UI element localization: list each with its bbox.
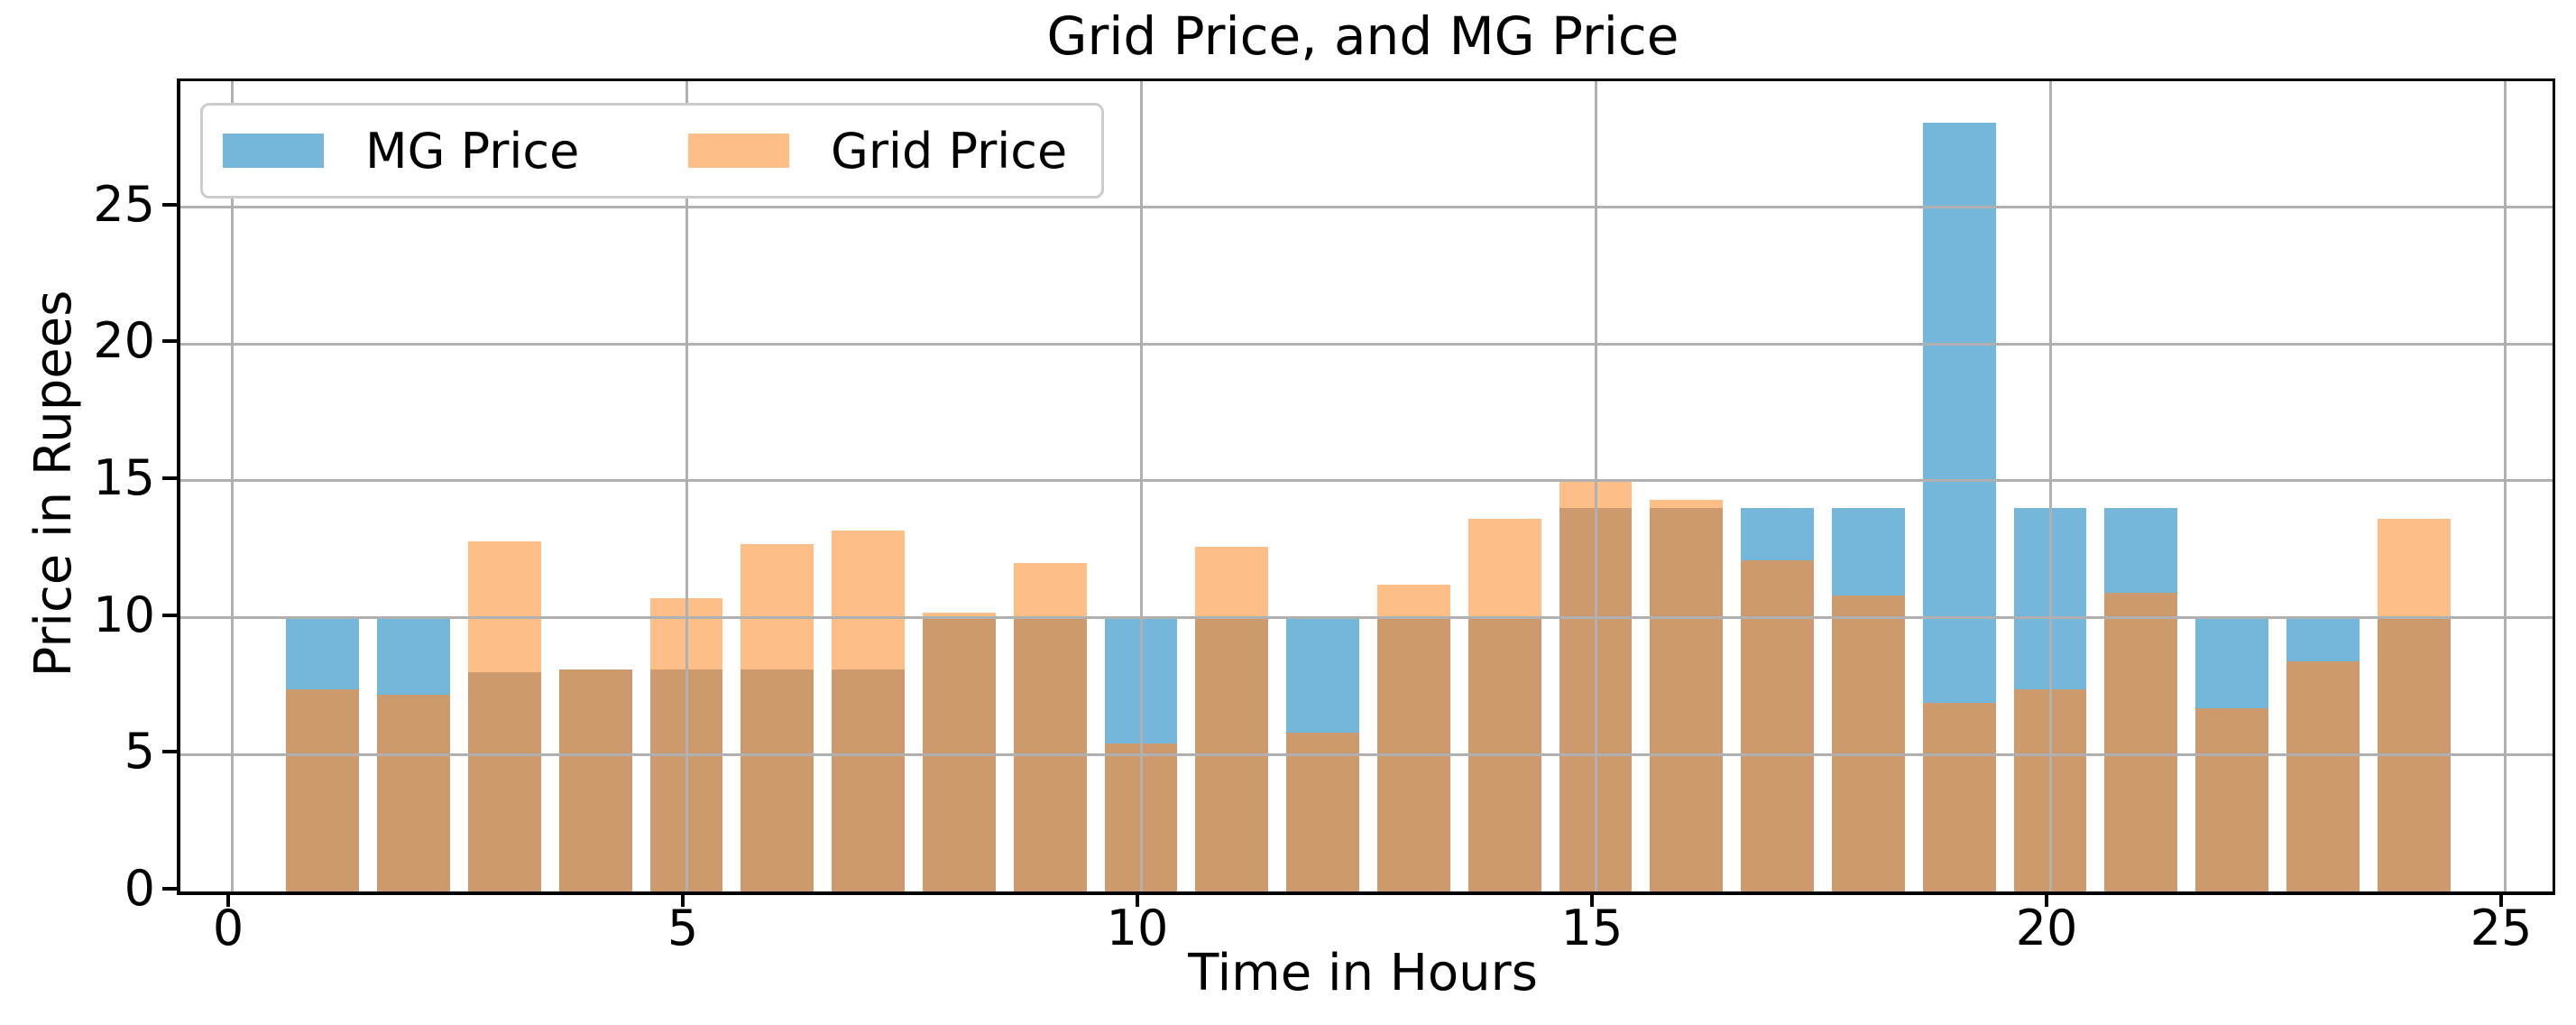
bar-grid-price-hour-8 [923,612,996,618]
grid-price-legend-label: Grid Price [831,122,1068,180]
x-tick-label-0: 0 [212,900,244,956]
x-axis-label: Time in Hours [1188,944,1538,1002]
bar-overlap-hour-4 [558,669,632,891]
h-gridline-15 [180,479,2553,483]
grid-price-swatch [688,134,789,168]
mg-price-swatch [223,134,324,168]
bar-overlap-hour-23 [2286,661,2360,891]
bar-mg-price-hour-23 [2286,617,2360,662]
bar-grid-price-hour-9 [1013,562,1087,618]
y-tick-label-15: 15 [93,448,155,506]
bar-overlap-hour-16 [1650,508,1724,891]
bar-overlap-hour-21 [2104,593,2178,891]
bar-mg-price-hour-2 [377,617,450,695]
y-tick-mark-10 [162,613,177,617]
h-gridline-10 [180,616,2553,620]
bar-grid-price-hour-11 [1195,546,1269,618]
bar-overlap-hour-2 [377,694,450,891]
x-tick-mark-15 [1590,892,1594,907]
x-tick-mark-20 [2045,892,2048,907]
bar-mg-price-hour-22 [2195,617,2268,708]
legend-item-grid-price: Grid Price [688,106,1067,196]
bar-grid-price-hour-14 [1467,519,1541,618]
gridlines-layer [180,81,2553,891]
chart-title: Grid Price, and MG Price [1046,5,1679,67]
bar-overlap-hour-3 [468,672,541,891]
y-tick-label-0: 0 [124,860,155,917]
y-tick-label-10: 10 [93,586,155,643]
y-tick-label-25: 25 [93,175,155,233]
y-tick-mark-5 [162,750,177,754]
bar-grid-price-hour-24 [2377,519,2451,618]
v-gridline-25 [2503,81,2507,891]
x-tick-mark-5 [681,892,685,907]
x-tick-label-15: 15 [1560,900,1624,956]
x-tick-mark-25 [2499,892,2503,907]
bar-grid-price-hour-16 [1650,500,1724,509]
bar-mg-price-hour-12 [1286,617,1359,734]
x-tick-label-5: 5 [667,900,699,956]
bar-overlap-hour-6 [741,669,814,891]
bar-grid-price-hour-3 [468,540,541,673]
bar-overlap-hour-17 [1741,559,1814,891]
legend-item-mg-price: MG Price [223,106,579,196]
h-gridline-5 [180,753,2553,756]
y-tick-mark-0 [162,887,177,891]
y-tick-mark-20 [162,339,177,344]
bar-overlap-hour-18 [1832,596,1905,891]
mg-price-legend-label: MG Price [365,122,580,180]
bar-mg-price-hour-18 [1832,508,1905,596]
legend: MG Price Grid Price [200,103,1104,199]
x-tick-mark-10 [1136,892,1139,907]
y-tick-mark-25 [162,202,177,207]
bar-overlap-hour-19 [1922,702,1996,891]
v-gridline-0 [230,81,234,891]
bar-overlap-hour-12 [1286,733,1359,891]
bar-mg-price-hour-21 [2104,508,2178,594]
y-tick-mark-15 [162,476,177,480]
x-tick-label-10: 10 [1106,900,1169,956]
bar-overlap-hour-7 [832,669,905,891]
x-tick-label-20: 20 [2015,900,2078,956]
v-gridline-10 [1139,81,1143,891]
v-gridline-20 [2048,81,2052,891]
plot-area [177,78,2555,895]
bar-grid-price-hour-13 [1377,585,1450,618]
x-tick-label-25: 25 [2470,900,2533,956]
bar-overlap-hour-22 [2195,707,2268,891]
h-gridline-25 [180,206,2553,209]
bar-grid-price-hour-6 [741,543,814,670]
v-gridline-5 [685,81,688,891]
bar-mg-price-hour-1 [286,617,360,689]
y-tick-label-20: 20 [93,312,155,370]
h-gridline-20 [180,342,2553,346]
bar-overlap-hour-1 [286,688,360,891]
bar-grid-price-hour-7 [832,530,905,670]
y-tick-label-5: 5 [124,723,155,780]
bar-mg-price-hour-19 [1922,122,1996,703]
v-gridline-15 [1594,81,1597,891]
x-tick-mark-0 [226,892,230,907]
bar-mg-price-hour-17 [1741,508,1814,560]
